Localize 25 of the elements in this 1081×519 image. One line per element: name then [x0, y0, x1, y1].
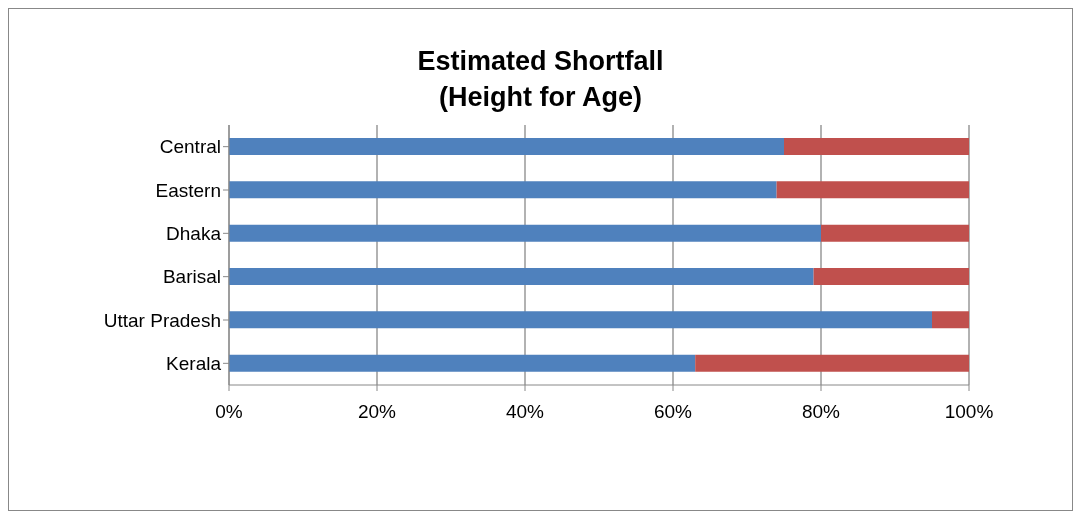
x-tick-label: 60%: [653, 401, 693, 423]
bar: [229, 268, 814, 285]
bar: [813, 268, 969, 285]
x-tick-label: 20%: [357, 401, 397, 423]
x-tick-label: 100%: [944, 401, 994, 423]
y-tick-label: Kerala: [166, 353, 222, 375]
bar: [784, 138, 969, 155]
chart-title: Estimated Shortfall (Height for Age): [416, 45, 665, 114]
bar: [695, 354, 969, 372]
x-tick-label: 40%: [505, 401, 545, 423]
bar: [776, 181, 969, 199]
y-tick-label: Barisal: [162, 266, 221, 288]
y-tick-label: Central: [159, 136, 221, 158]
bar: [229, 181, 777, 199]
bar: [932, 311, 969, 329]
x-tick-label: 80%: [801, 401, 841, 423]
bar: [821, 224, 969, 242]
y-tick-label: Dhaka: [166, 223, 222, 245]
x-tick-label: 0%: [215, 401, 243, 423]
y-tick-label: Uttar Pradesh: [103, 309, 221, 331]
bar: [229, 224, 821, 242]
y-tick-label: Eastern: [155, 179, 221, 201]
bar: [229, 138, 784, 155]
bar: [229, 354, 696, 372]
bar: [229, 311, 932, 329]
